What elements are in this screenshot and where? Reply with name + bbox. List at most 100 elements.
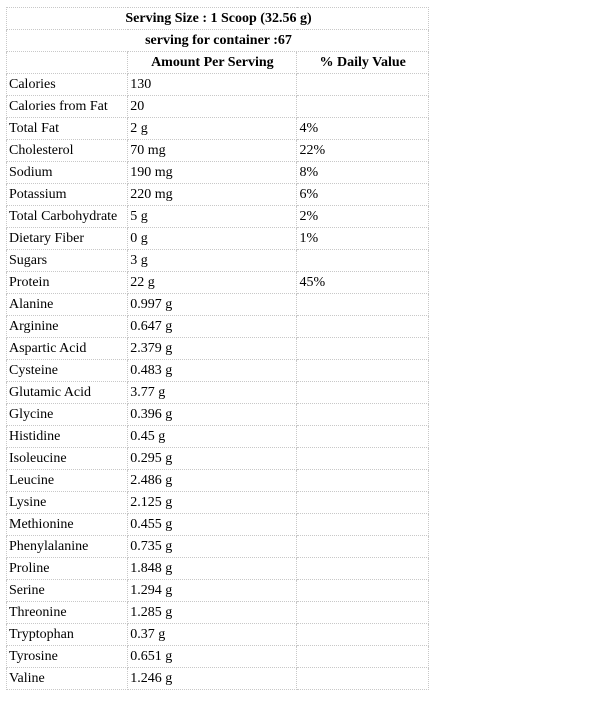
nutrient-daily-value: 6% [296, 183, 429, 206]
nutrient-amount: 1.246 g [127, 667, 298, 690]
nutrient-row: Tyrosine 0.651 g [5, 645, 429, 668]
nutrient-name: Calories from Fat [5, 95, 129, 118]
nutrient-name: Methionine [5, 513, 129, 536]
nutrient-amount: 20 [127, 95, 298, 118]
nutrient-row: Valine 1.246 g [5, 667, 429, 690]
nutrient-amount: 70 mg [127, 139, 298, 162]
nutrient-name: Threonine [5, 601, 129, 624]
nutrition-facts-table: Serving Size : 1 Scoop (32.56 g) serving… [5, 7, 429, 690]
nutrient-row: Protein 22 g 45% [5, 271, 429, 294]
nutrient-amount: 0 g [127, 227, 298, 250]
nutrient-row: Total Carbohydrate 5 g 2% [5, 205, 429, 228]
column-header-row: Amount Per Serving % Daily Value [5, 51, 429, 74]
nutrient-name: Total Carbohydrate [5, 205, 129, 228]
nutrient-amount: 0.647 g [127, 315, 298, 338]
nutrient-name: Dietary Fiber [5, 227, 129, 250]
nutrient-name: Serine [5, 579, 129, 602]
nutrient-daily-value: 2% [296, 205, 429, 228]
nutrient-row: Aspartic Acid 2.379 g [5, 337, 429, 360]
nutrient-amount: 2.379 g [127, 337, 298, 360]
nutrient-daily-value: 8% [296, 161, 429, 184]
nutrient-row: Threonine 1.285 g [5, 601, 429, 624]
nutrient-daily-value [296, 535, 429, 558]
nutrient-name: Cysteine [5, 359, 129, 382]
nutrient-daily-value [296, 557, 429, 580]
nutrient-amount: 3 g [127, 249, 298, 272]
nutrient-row: Tryptophan 0.37 g [5, 623, 429, 646]
nutrient-daily-value [296, 381, 429, 404]
serving-size-label: Serving Size : 1 Scoop (32.56 g) [6, 7, 429, 30]
nutrient-daily-value [296, 513, 429, 536]
nutrient-row: Leucine 2.486 g [5, 469, 429, 492]
nutrient-row: Proline 1.848 g [5, 557, 429, 580]
nutrient-name: Glycine [5, 403, 129, 426]
column-header-empty [5, 51, 129, 74]
servings-per-container-label: serving for container :67 [6, 29, 429, 52]
nutrient-daily-value [296, 447, 429, 470]
nutrient-name: Lysine [5, 491, 129, 514]
nutrient-daily-value [296, 293, 429, 316]
nutrient-name: Alanine [5, 293, 129, 316]
nutrient-amount: 0.483 g [127, 359, 298, 382]
nutrient-daily-value [296, 359, 429, 382]
nutrient-daily-value [296, 469, 429, 492]
nutrient-name: Phenylalanine [5, 535, 129, 558]
nutrient-row: Phenylalanine 0.735 g [5, 535, 429, 558]
nutrient-daily-value [296, 579, 429, 602]
nutrient-amount: 0.455 g [127, 513, 298, 536]
nutrient-amount: 1.294 g [127, 579, 298, 602]
nutrient-row: Alanine 0.997 g [5, 293, 429, 316]
nutrient-amount: 0.997 g [127, 293, 298, 316]
nutrient-amount: 0.45 g [127, 425, 298, 448]
nutrient-amount: 22 g [127, 271, 298, 294]
servings-per-container-row: serving for container :67 [6, 29, 429, 52]
nutrient-name: Sugars [5, 249, 129, 272]
nutrient-amount: 2.486 g [127, 469, 298, 492]
nutrient-row: Cholesterol 70 mg 22% [5, 139, 429, 162]
nutrient-daily-value [296, 623, 429, 646]
nutrient-name: Tryptophan [5, 623, 129, 646]
nutrient-name: Valine [5, 667, 129, 690]
nutrient-amount: 0.396 g [127, 403, 298, 426]
nutrient-amount: 2 g [127, 117, 298, 140]
nutrient-name: Tyrosine [5, 645, 129, 668]
nutrient-row: Potassium 220 mg 6% [5, 183, 429, 206]
nutrient-row: Isoleucine 0.295 g [5, 447, 429, 470]
nutrient-amount: 1.285 g [127, 601, 298, 624]
nutrient-row: Arginine 0.647 g [5, 315, 429, 338]
nutrient-amount: 0.295 g [127, 447, 298, 470]
nutrient-amount: 5 g [127, 205, 298, 228]
nutrient-daily-value: 22% [296, 139, 429, 162]
nutrient-amount: 0.37 g [127, 623, 298, 646]
nutrient-row: Histidine 0.45 g [5, 425, 429, 448]
nutrient-name: Histidine [5, 425, 129, 448]
nutrient-daily-value [296, 315, 429, 338]
nutrient-name: Leucine [5, 469, 129, 492]
nutrient-amount: 2.125 g [127, 491, 298, 514]
nutrient-amount: 1.848 g [127, 557, 298, 580]
nutrient-name: Glutamic Acid [5, 381, 129, 404]
nutrient-name: Potassium [5, 183, 129, 206]
nutrient-amount: 190 mg [127, 161, 298, 184]
nutrient-daily-value [296, 403, 429, 426]
nutrient-daily-value [296, 73, 429, 96]
nutrient-amount: 0.735 g [127, 535, 298, 558]
nutrient-name: Cholesterol [5, 139, 129, 162]
serving-size-row: Serving Size : 1 Scoop (32.56 g) [6, 7, 429, 30]
nutrient-daily-value [296, 667, 429, 690]
nutrient-name: Aspartic Acid [5, 337, 129, 360]
nutrient-daily-value [296, 95, 429, 118]
nutrient-name: Arginine [5, 315, 129, 338]
nutrient-name: Proline [5, 557, 129, 580]
nutrient-daily-value [296, 491, 429, 514]
nutrient-daily-value [296, 337, 429, 360]
nutrient-daily-value: 1% [296, 227, 429, 250]
nutrient-daily-value [296, 425, 429, 448]
nutrient-daily-value [296, 249, 429, 272]
nutrient-name: Total Fat [5, 117, 129, 140]
amount-per-serving-header: Amount Per Serving [127, 51, 298, 74]
daily-value-header: % Daily Value [296, 51, 429, 74]
nutrient-daily-value [296, 645, 429, 668]
nutrient-row: Glutamic Acid 3.77 g [5, 381, 429, 404]
nutrient-row: Sodium 190 mg 8% [5, 161, 429, 184]
